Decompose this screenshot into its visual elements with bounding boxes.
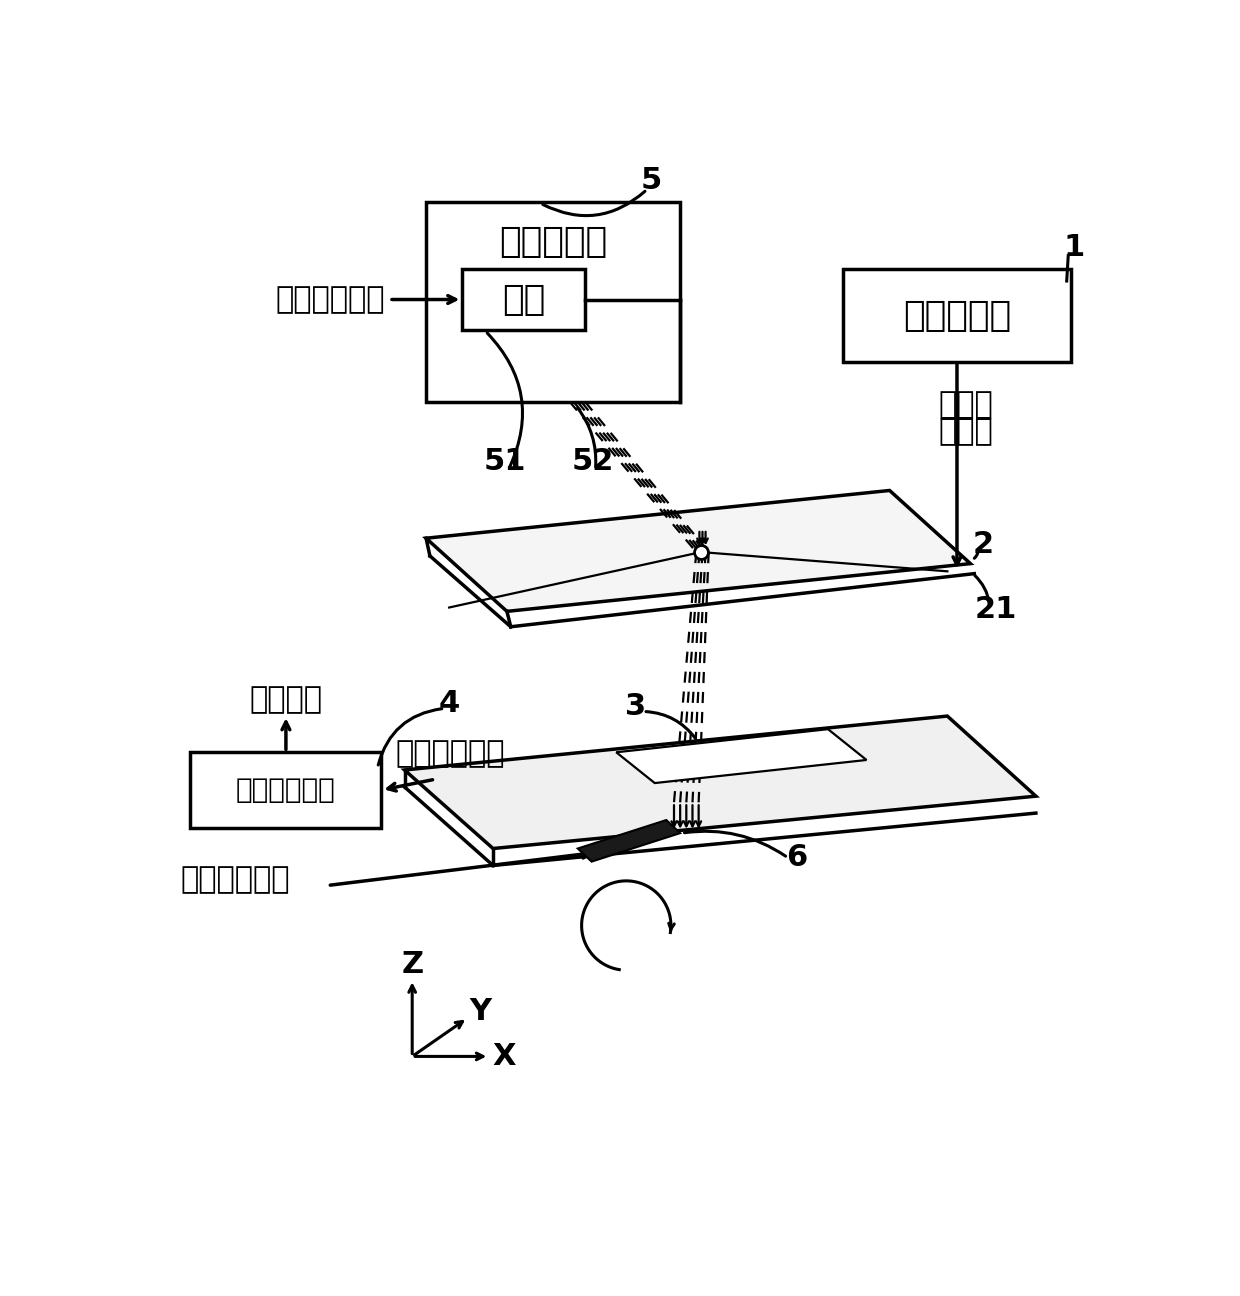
Bar: [191, 752, 382, 828]
Text: 51: 51: [484, 447, 526, 477]
Text: 量测数値: 量测数値: [249, 686, 322, 714]
Text: 2: 2: [973, 530, 994, 559]
Text: 角度控制信号: 角度控制信号: [180, 864, 290, 894]
Bar: [427, 202, 681, 402]
Text: 频信号: 频信号: [939, 417, 993, 446]
Polygon shape: [578, 820, 681, 862]
Text: 信号产生器: 信号产生器: [903, 298, 1011, 333]
Text: X: X: [492, 1042, 516, 1070]
Text: 射频量测设备: 射频量测设备: [236, 776, 336, 804]
Polygon shape: [616, 730, 867, 783]
Text: 3: 3: [625, 692, 646, 721]
Text: 1: 1: [1064, 233, 1085, 262]
Text: 马达: 马达: [502, 283, 546, 316]
Bar: [463, 270, 585, 329]
Text: Y: Y: [469, 997, 491, 1026]
Bar: [843, 270, 1070, 362]
Text: 5: 5: [640, 166, 661, 194]
Text: 52: 52: [572, 447, 614, 477]
Text: 21: 21: [975, 595, 1017, 625]
Text: 马达控制信号: 马达控制信号: [275, 285, 386, 314]
Text: Z: Z: [401, 950, 423, 978]
Polygon shape: [427, 490, 971, 612]
Text: 4: 4: [439, 689, 460, 718]
Text: 第一射: 第一射: [939, 390, 993, 419]
Text: 激光雕刻机: 激光雕刻机: [498, 224, 608, 259]
Text: 第二射频信号: 第二射频信号: [396, 739, 506, 769]
Polygon shape: [404, 717, 1035, 849]
Text: 6: 6: [786, 844, 807, 872]
